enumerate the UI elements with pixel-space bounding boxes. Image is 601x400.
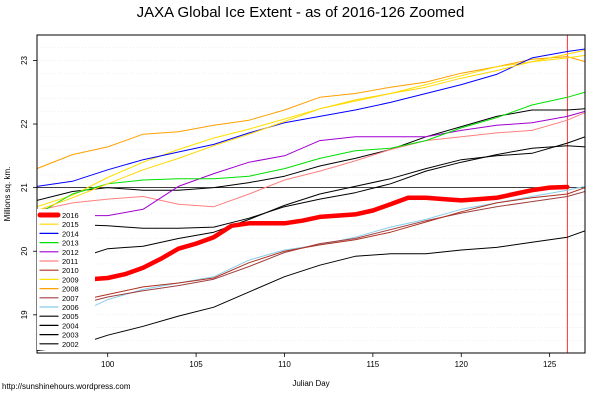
series-line-2004 [37, 230, 585, 351]
series-line-2008 [37, 56, 585, 170]
series-line-2002 [37, 145, 585, 231]
series-line-2013 [37, 91, 585, 215]
series-line-2015 [37, 49, 585, 211]
legend-label-2008: 2008 [62, 285, 79, 294]
legend-label-2012: 2012 [62, 248, 79, 257]
series-line-2007 [37, 191, 585, 313]
legend-label-2016: 2016 [62, 211, 79, 220]
legend-label-2007: 2007 [62, 294, 79, 303]
legend-label-2004: 2004 [62, 321, 79, 330]
plot-frame [36, 34, 586, 354]
series-lines [37, 48, 585, 351]
y-tick-label: 20 [20, 246, 29, 255]
x-tick-label: 120 [455, 360, 469, 369]
series-line-2012 [37, 110, 585, 217]
x-tick-label: 110 [278, 360, 291, 369]
credit-text: http://sunshinehours.wordpress.com [2, 382, 131, 391]
legend: 2016201520142013201220112010200920082007… [37, 209, 95, 350]
y-tick-label: 19 [20, 310, 29, 319]
legend-label-2015: 2015 [62, 220, 79, 229]
x-tick-label: 125 [543, 360, 557, 369]
legend-label-2002: 2002 [62, 340, 79, 349]
legend-label-2009: 2009 [62, 275, 79, 284]
legend-label-2003: 2003 [62, 331, 79, 340]
grid-lines [37, 34, 585, 354]
y-tick-label: 22 [20, 119, 29, 128]
y-axis-ticks: 19 20 21 22 23 [20, 55, 37, 319]
series-line-2014 [37, 48, 585, 187]
x-tick-label: 115 [366, 360, 379, 369]
legend-label-2006: 2006 [62, 303, 79, 312]
y-tick-label: 23 [20, 55, 29, 64]
series-line-2003 [37, 136, 585, 273]
x-tick-label: 105 [189, 360, 203, 369]
series-line-2016 [37, 184, 570, 283]
series-line-2005 [37, 108, 585, 201]
chart-title: JAXA Global Ice Extent - as of 2016-126 … [136, 4, 465, 21]
x-axis-label: Julian Day [292, 379, 329, 388]
y-tick-label: 21 [20, 183, 29, 192]
legend-label-2010: 2010 [62, 266, 79, 275]
x-axis-ticks: 100 105 110 115 120 125 [101, 353, 557, 369]
y-axis-label: Millions sq. km. [3, 167, 12, 222]
legend-label-2011: 2011 [62, 257, 78, 266]
x-tick-label: 100 [101, 360, 115, 369]
legend-label-2013: 2013 [62, 239, 79, 248]
series-line-2011 [37, 112, 585, 211]
series-line-2006 [37, 185, 585, 341]
series-line-2010 [37, 187, 585, 318]
legend-label-2005: 2005 [62, 312, 79, 321]
series-line-2009 [37, 54, 585, 208]
legend-label-2014: 2014 [62, 229, 79, 238]
reference-lines [37, 35, 585, 353]
